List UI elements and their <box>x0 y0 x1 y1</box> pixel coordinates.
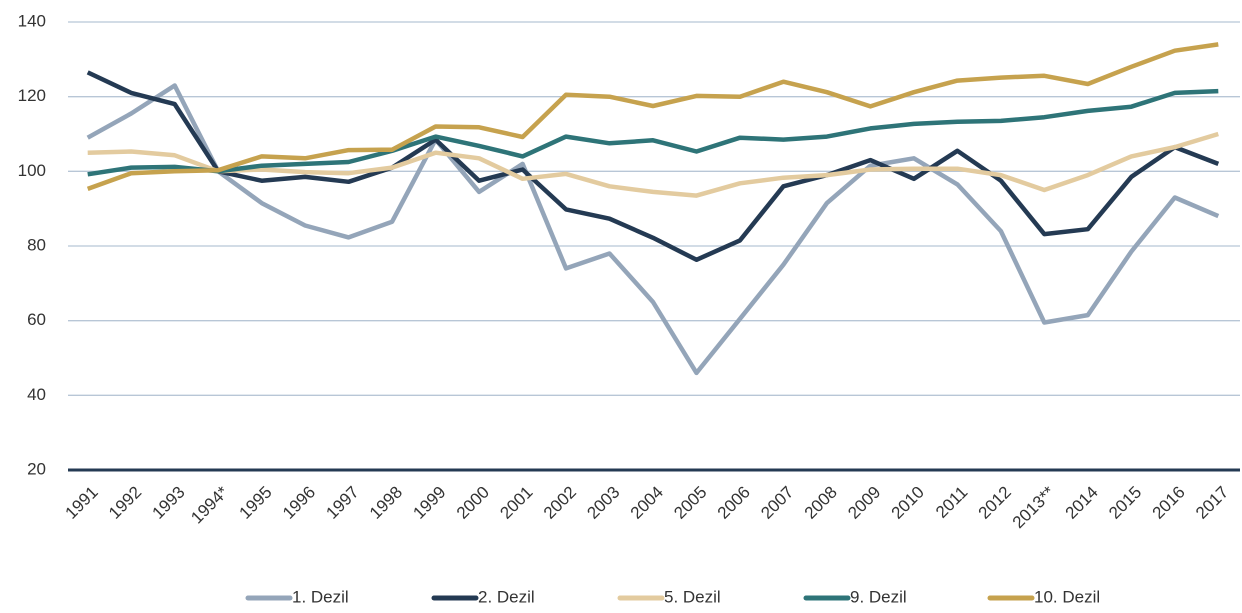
x-tick-label: 1994* <box>187 482 232 527</box>
legend-label: 9. Dezil <box>850 587 907 606</box>
y-tick-label: 60 <box>27 310 46 329</box>
x-tick-label: 1993 <box>149 483 189 523</box>
x-tick-label: 2008 <box>801 483 841 523</box>
x-tick-label: 2003 <box>583 483 623 523</box>
series-line <box>86 70 1220 263</box>
x-tick-label: 2012 <box>975 483 1015 523</box>
legend-label: 2. Dezil <box>478 587 535 606</box>
legend-label: 5. Dezil <box>664 587 721 606</box>
x-tick-label: 1996 <box>279 483 319 523</box>
x-tick-label: 1991 <box>62 483 102 523</box>
x-tick-label: 2011 <box>932 483 971 522</box>
legend-label: 10. Dezil <box>1034 587 1100 606</box>
x-tick-label: 2007 <box>757 483 797 523</box>
x-tick-label: 2002 <box>540 483 580 523</box>
x-tick-label: 2015 <box>1105 483 1145 523</box>
x-tick-label: 2014 <box>1062 483 1102 523</box>
x-tick-label: 2004 <box>627 483 667 523</box>
x-tick-label: 1997 <box>322 483 362 523</box>
y-tick-label: 120 <box>18 86 46 105</box>
legend-label: 1. Dezil <box>292 587 349 606</box>
x-tick-label: 1999 <box>409 483 449 523</box>
series-line <box>87 131 1219 198</box>
series-line <box>86 83 1220 376</box>
y-tick-label: 80 <box>27 235 46 254</box>
y-tick-label: 20 <box>27 459 46 478</box>
x-tick-label: 2017 <box>1192 483 1232 523</box>
x-tick-label: 2016 <box>1149 483 1189 523</box>
x-tick-label: 1992 <box>105 483 145 523</box>
x-tick-label: 2001 <box>496 483 536 523</box>
x-tick-label: 2006 <box>714 483 754 523</box>
x-tick-label: 1998 <box>366 483 406 523</box>
y-tick-label: 140 <box>18 11 46 30</box>
series-line <box>87 88 1219 177</box>
x-tick-label: 2009 <box>844 483 884 523</box>
y-tick-label: 100 <box>18 161 46 180</box>
x-tick-label: 2000 <box>453 483 493 523</box>
series-line <box>86 42 1219 192</box>
x-tick-label: 2010 <box>888 483 928 523</box>
x-tick-label: 2013** <box>1009 482 1059 532</box>
y-tick-label: 40 <box>27 385 46 404</box>
x-tick-label: 1995 <box>235 483 275 523</box>
x-tick-label: 2005 <box>670 483 710 523</box>
